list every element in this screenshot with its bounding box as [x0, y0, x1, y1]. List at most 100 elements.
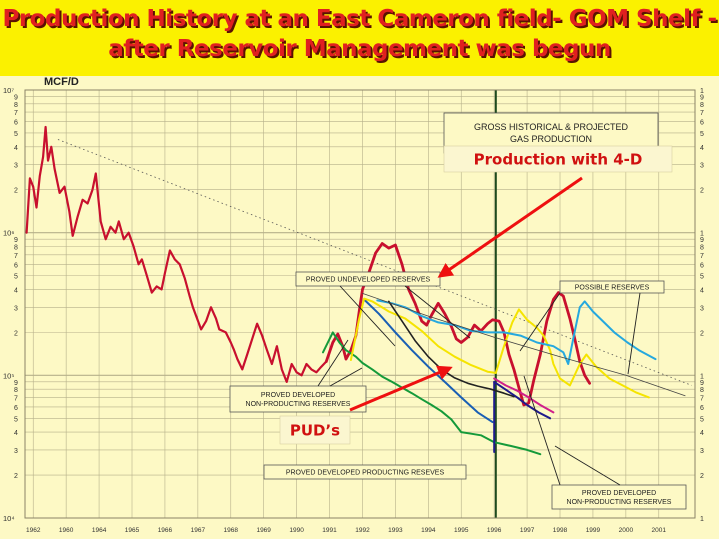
series-yellow-a	[349, 297, 497, 374]
y-tick-label: 2	[14, 188, 18, 195]
y-tick-label: 4	[14, 145, 18, 152]
reserve-label-poss: POSSIBLE RESERVES	[559, 280, 665, 294]
series-thin-trend	[362, 292, 686, 397]
leader-line	[329, 367, 363, 387]
y-tick-label-right: 4	[700, 287, 704, 294]
y-tick-label-right: 7	[700, 395, 704, 402]
y-tick-label-right: 2	[700, 473, 704, 480]
y-tick-label: 7	[14, 110, 18, 117]
x-tick-label: 1991	[322, 527, 337, 534]
y-tick-label-right: 8	[700, 387, 704, 394]
y-tick-label: 8	[14, 244, 18, 251]
y-tick-label-right: 3	[700, 163, 704, 170]
x-tick-label: 1998	[553, 527, 568, 534]
callout-text: PUD’s	[290, 421, 340, 439]
y-axis-label: MCF/D	[44, 76, 79, 88]
y-decade-label: 10⁴	[3, 514, 15, 523]
x-tick-label: 1962	[26, 527, 41, 534]
series-pdp	[322, 331, 542, 456]
reserve-label-pdp: PROVED DEVELOPED PRODUCTING RESEVES	[263, 464, 467, 480]
label-box	[295, 271, 441, 287]
y-tick-label: 5	[14, 131, 18, 138]
x-tick-label: 1966	[158, 527, 173, 534]
label-text: GROSS HISTORICAL & PROJECTED	[474, 122, 629, 132]
y-tick-label: 3	[14, 448, 18, 455]
y-tick-label: 5	[14, 416, 18, 423]
title-line-1: Production History at an East Cameron fi…	[2, 6, 717, 32]
y-tick-label: 4	[14, 287, 18, 294]
y-tick-label: 3	[14, 163, 18, 170]
y-tick-label: 8	[14, 102, 18, 109]
y-tick-label: 9	[14, 380, 18, 387]
y-tick-label-right: 7	[700, 110, 704, 117]
series-layer	[25, 125, 686, 456]
callout-puds: PUD’s	[279, 365, 453, 445]
leader-line	[339, 285, 396, 347]
y-tick-label: 7	[14, 253, 18, 260]
x-tick-label: 2000	[619, 527, 634, 534]
series-magenta	[493, 377, 555, 414]
y-tick-label-right: 5	[700, 416, 704, 423]
y-tick-label-right: 8	[700, 244, 704, 251]
y-tick-label-right: 2	[700, 188, 704, 195]
x-tick-label: 1999	[586, 527, 601, 534]
callout-arrow	[437, 176, 583, 278]
series-cyan	[376, 299, 657, 365]
y-tick-label: 2	[14, 330, 18, 337]
series-black-decline	[387, 300, 515, 398]
x-tick-label: 1993	[388, 527, 403, 534]
label-box	[551, 484, 687, 510]
y-tick-label-right: 4	[700, 430, 704, 437]
x-tick-label: 2001	[652, 527, 667, 534]
label-text: NON-PRODUCTING RESERVES	[246, 401, 351, 408]
label-text: POSSIBLE RESERVES	[575, 284, 650, 291]
y-tick-label: 8	[14, 387, 18, 394]
x-tick-label: 1964	[92, 527, 107, 534]
y-decade-label-right: 1	[700, 373, 704, 380]
leader-line	[317, 339, 349, 387]
y-tick-label-right: 3	[700, 448, 704, 455]
label-box	[559, 280, 665, 294]
y-decade-label-right: 1	[700, 231, 704, 238]
reserve-label-pdnp-left: PROVED DEVELOPED NON-PRODUCTING RESERVES	[229, 385, 367, 413]
series-navy	[493, 380, 552, 420]
plot-frame	[24, 89, 696, 519]
y-tick-label-right: 2	[700, 330, 704, 337]
label-text: NON-PRODUCTING RESERVES	[567, 499, 672, 506]
label-text: GAS PRODUCTION	[510, 134, 592, 144]
y-decade-label: 10⁵	[3, 371, 14, 380]
y-tick-label-right: 6	[700, 120, 704, 127]
series-history	[25, 125, 328, 383]
y-tick-label-right: 5	[700, 131, 704, 138]
leader-line	[523, 375, 561, 486]
x-tick-label: 1997	[520, 527, 535, 534]
y-tick-label-right: 4	[700, 145, 704, 152]
y-decade-label-right: 1	[700, 88, 704, 95]
callout-box	[443, 145, 673, 173]
dotted-trend-line	[57, 139, 692, 386]
reserve-labels: GROSS HISTORICAL & PROJECTED GAS PRODUCTI…	[229, 112, 687, 510]
callouts: Production with 4-D PUD’s	[279, 145, 673, 445]
x-tick-label: 1994	[421, 527, 436, 534]
series-history-4d	[324, 242, 591, 407]
label-box	[263, 464, 467, 480]
y-decade-label-right: 1	[700, 516, 704, 523]
x-tick-label: 1960	[59, 527, 74, 534]
callout-text: Production with 4-D	[474, 150, 643, 168]
y-tick-label-right: 8	[700, 102, 704, 109]
series-yellow-b	[494, 308, 650, 399]
title-banner: Production History at an East Cameron fi…	[0, 0, 719, 76]
y-tick-label-right: 3	[700, 305, 704, 312]
x-tick-label: 1969	[256, 527, 271, 534]
y-decade-label: 10⁷	[3, 86, 14, 95]
callout-arrow	[349, 365, 453, 412]
y-tick-label: 5	[14, 274, 18, 281]
y-tick-label: 4	[14, 430, 18, 437]
x-tick-label: 1990	[289, 527, 304, 534]
title-line-2: after Reservoir Management was begun	[108, 36, 611, 62]
y-tick-label-right: 9	[700, 237, 704, 244]
leader-line	[554, 445, 621, 486]
y-tick-label-right: 6	[700, 262, 704, 269]
reserve-label-pdnp-right: PROVED DEVELOPED NON-PRODUCTING RESERVES	[551, 484, 687, 510]
leader-lines	[317, 285, 641, 486]
